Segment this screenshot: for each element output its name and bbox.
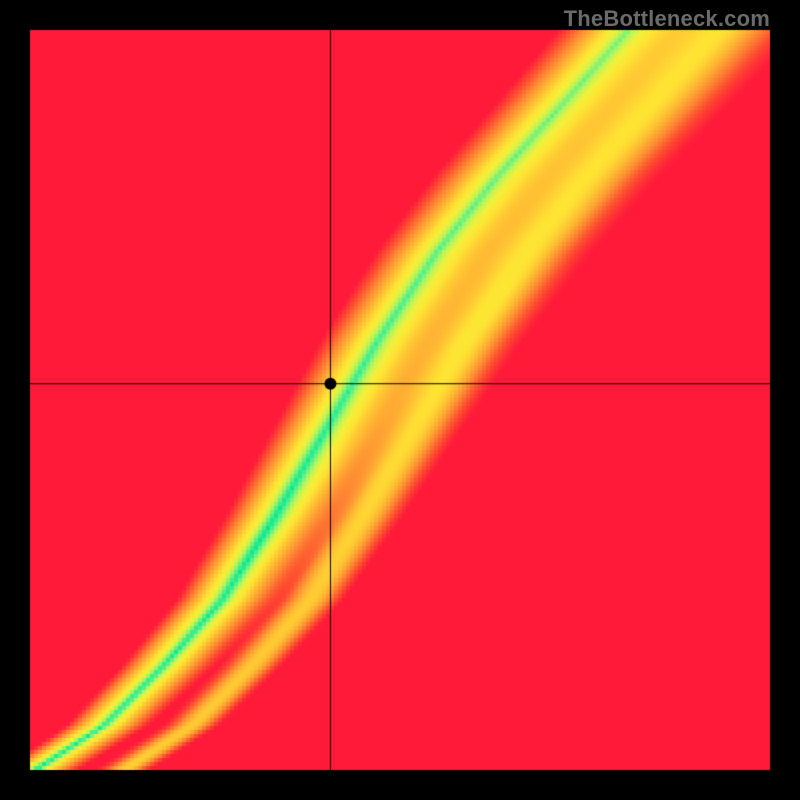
chart-container: TheBottleneck.com xyxy=(0,0,800,800)
bottleneck-heatmap xyxy=(0,0,800,800)
watermark-text: TheBottleneck.com xyxy=(564,6,770,32)
